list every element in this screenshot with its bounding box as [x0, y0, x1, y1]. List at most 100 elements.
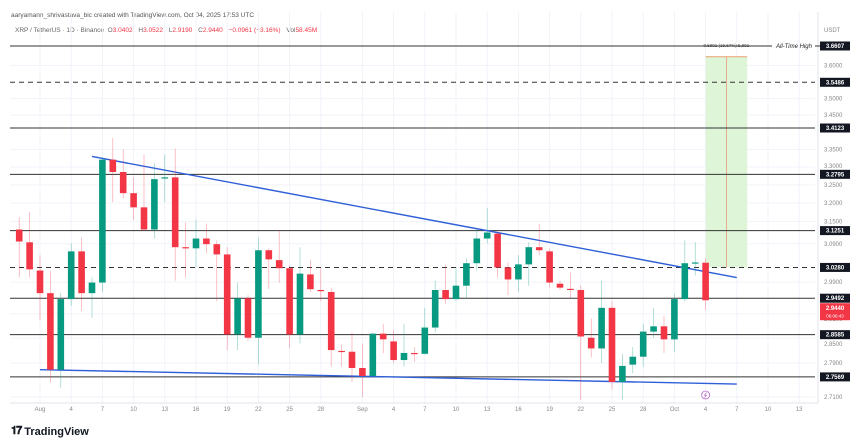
x-tick-label: 4 — [704, 407, 708, 413]
candle-up — [629, 356, 637, 365]
candle-up — [483, 232, 491, 239]
candle-up — [255, 250, 262, 338]
chart-credit: aaryamann_shrivastava_bic created with T… — [11, 12, 255, 19]
x-tick-label: 10 — [453, 407, 460, 413]
level-price-badge — [820, 330, 850, 340]
candle-down — [26, 242, 33, 270]
x-tick-label: 22 — [255, 407, 262, 413]
level-price-label: 3.6607 — [826, 44, 845, 50]
trendlines — [39, 155, 737, 385]
candle-down — [286, 268, 293, 335]
candle-down — [223, 254, 231, 335]
level-price-label: 3.2795 — [826, 172, 845, 178]
level-price-badge — [820, 293, 850, 303]
tradingview-logo[interactable]: 𝟏𝟕 TradingView — [11, 425, 89, 438]
symbol-name[interactable]: XRP / TetherUS · 1D · Binance — [15, 27, 104, 34]
y-tick-label: 2.7900 — [824, 361, 843, 367]
x-tick-label: 16 — [515, 407, 522, 413]
current-price-badge — [820, 303, 850, 321]
y-tick-label: 3.0900 — [824, 242, 843, 248]
candle-up — [598, 307, 605, 349]
time-axis: Aug 4 7 10 13 16 19 22 25 28 Sep 4 7 10 13 16 19 22 25 28 Oc… — [35, 390, 803, 413]
x-tick-label: 10 — [130, 407, 137, 413]
candle-up — [452, 285, 460, 300]
currency-label: USDT — [824, 28, 841, 34]
candle-down — [556, 283, 564, 288]
y-tick-label: 3.3000 — [824, 164, 843, 170]
symbol-legend: XRP / TetherUS · 1D · Binance O3.0402 H3… — [15, 27, 321, 34]
candle-down — [140, 207, 148, 230]
open-value: 3.0402 — [112, 27, 133, 34]
trendline — [91, 155, 737, 279]
candle-up — [234, 298, 241, 335]
candle-down — [587, 337, 595, 349]
all-time-high-label: All-Time High — [775, 44, 813, 50]
candle-up — [192, 238, 200, 249]
low-key: L — [168, 27, 173, 34]
x-tick-label: 25 — [609, 407, 616, 413]
bar-countdown-label: 06:06:43 — [826, 314, 844, 319]
candle-down — [109, 159, 117, 173]
x-tick-label: Sep — [357, 407, 368, 413]
candle-up — [463, 263, 470, 286]
x-tick-label: 25 — [286, 407, 293, 413]
x-tick-label: 22 — [577, 407, 584, 413]
x-tick-label: 16 — [193, 407, 200, 413]
x-tick-label: 13 — [796, 407, 803, 413]
candle-down — [265, 250, 273, 260]
x-tick-label: 19 — [546, 407, 553, 413]
level-price-label: 2.7569 — [826, 375, 845, 381]
candle-down — [203, 238, 210, 245]
candle-down — [182, 247, 189, 249]
x-tick-label: 4 — [70, 407, 74, 413]
candle-down — [171, 177, 179, 248]
candle-up — [473, 238, 481, 264]
level-price-badge — [820, 169, 850, 179]
y-tick-label: 3.5000 — [824, 96, 843, 102]
y-tick-label: 2.9900 — [824, 280, 843, 286]
candle-down — [411, 352, 418, 355]
current-price-label: 2.9440 — [826, 306, 845, 312]
y-tick-label: 3.2500 — [824, 183, 843, 189]
y-tick-label: 3.4500 — [824, 113, 843, 119]
level-price-badge — [820, 262, 850, 272]
change-value: −0.0961 (−3.16%) — [228, 27, 281, 34]
candle-up — [57, 299, 65, 370]
candle-down — [338, 350, 345, 353]
high-value: 3.0522 — [143, 27, 163, 34]
candle-up — [525, 247, 533, 265]
tradingview-logo-icon: 𝟏𝟕 — [11, 425, 22, 437]
level-price-label: 3.0280 — [826, 265, 845, 271]
candle-down — [78, 251, 85, 294]
y-tick-label: 2.8500 — [824, 342, 843, 348]
x-tick-label: 19 — [224, 407, 231, 413]
candle-up — [650, 326, 657, 332]
y-tick-label: 3.2000 — [824, 201, 843, 207]
open-key: O — [107, 27, 113, 34]
x-tick-label: 7 — [101, 407, 105, 413]
x-tick-label: Oct — [670, 407, 680, 413]
candle-down — [307, 274, 314, 290]
measure-label: 0.5991 (19.67%) 5,991 — [704, 43, 750, 48]
candle-down — [130, 193, 137, 208]
candle-down — [660, 326, 668, 340]
candle-down — [15, 229, 23, 242]
candle-up — [296, 273, 304, 335]
x-tick-label: 10 — [765, 407, 772, 413]
grid — [10, 12, 819, 404]
candle-up — [400, 352, 408, 361]
level-price-badge — [820, 123, 850, 133]
level-price-badge — [820, 77, 850, 87]
candle-up — [691, 262, 699, 264]
x-tick-label: 4 — [392, 407, 396, 413]
candle-down — [390, 341, 397, 361]
x-tick-label: 13 — [484, 407, 491, 413]
candle-up — [639, 331, 647, 357]
x-tick-label: 13 — [161, 407, 168, 413]
y-tick-label: 2.7100 — [824, 395, 843, 401]
candle-down — [327, 291, 335, 351]
candle-up — [671, 299, 678, 340]
candle-down — [577, 290, 585, 337]
level-price-label: 3.4123 — [826, 126, 845, 132]
